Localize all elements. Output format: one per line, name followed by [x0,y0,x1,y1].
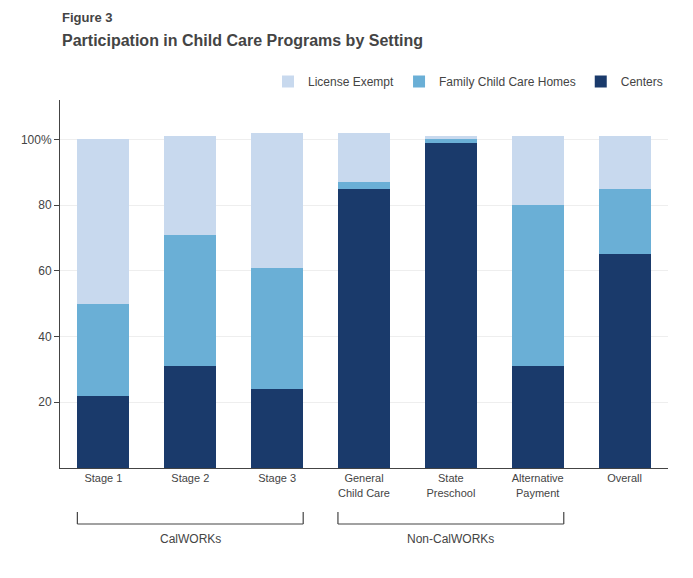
svg-text:Non-CalWORKs: Non-CalWORKs [407,532,494,546]
svg-text:Family Child Care Homes: Family Child Care Homes [439,75,576,89]
svg-text:20: 20 [38,395,52,409]
svg-text:100%: 100% [21,133,52,147]
svg-text:Stage 2: Stage 2 [171,472,209,484]
svg-text:Stage 1: Stage 1 [84,472,122,484]
svg-text:CalWORKs: CalWORKs [160,532,221,546]
svg-text:Overall: Overall [607,472,642,484]
svg-text:Centers: Centers [621,75,663,89]
svg-text:GeneralChild Care: GeneralChild Care [338,472,390,498]
svg-text:60: 60 [38,264,52,278]
svg-text:License Exempt: License Exempt [308,75,394,89]
svg-text:StatePreschool: StatePreschool [426,472,475,498]
svg-text:80: 80 [38,198,52,212]
svg-text:AlternativePayment: AlternativePayment [512,472,564,498]
svg-text:Stage 3: Stage 3 [258,472,296,484]
svg-text:40: 40 [38,330,52,344]
svg-text:Participation in Child Care Pr: Participation in Child Care Programs by … [62,32,423,49]
svg-text:Figure 3: Figure 3 [62,10,113,25]
